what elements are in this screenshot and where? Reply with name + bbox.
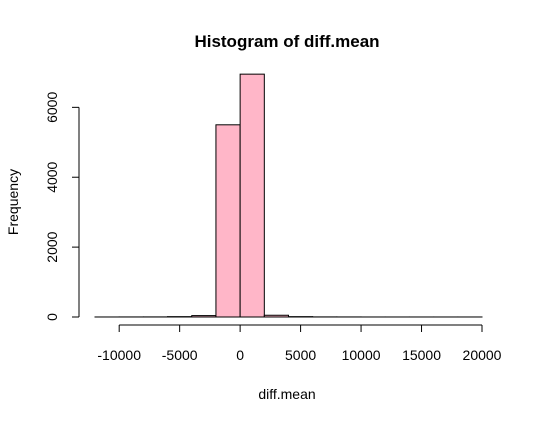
y-axis-label: Frequency bbox=[5, 169, 21, 235]
x-tick-label: 20000 bbox=[463, 347, 502, 363]
x-tick-label: -5000 bbox=[162, 347, 198, 363]
x-tick-label: 15000 bbox=[402, 347, 441, 363]
chart-title: Histogram of diff.mean bbox=[194, 32, 379, 51]
y-tick-label: 6000 bbox=[44, 92, 60, 123]
histogram-bar-7 bbox=[263, 314, 289, 318]
bars-group bbox=[94, 73, 483, 318]
y-axis: 0 2000 4000 6000 bbox=[44, 92, 80, 321]
x-axis: -10000 -5000 0 5000 10000 15000 20000 bbox=[97, 324, 502, 363]
histogram-bar-5 bbox=[215, 124, 241, 318]
y-tick-label: 2000 bbox=[44, 231, 60, 262]
y-tick-label: 4000 bbox=[44, 161, 60, 192]
x-axis-label: diff.mean bbox=[258, 386, 315, 402]
x-tick-label: 5000 bbox=[285, 347, 316, 363]
histogram-bar-6 bbox=[239, 73, 265, 318]
x-tick-label: -10000 bbox=[97, 347, 141, 363]
x-tick-label: 0 bbox=[236, 347, 244, 363]
y-tick-label: 0 bbox=[44, 313, 60, 321]
x-tick-label: 10000 bbox=[342, 347, 381, 363]
histogram-bar-4 bbox=[191, 315, 217, 318]
